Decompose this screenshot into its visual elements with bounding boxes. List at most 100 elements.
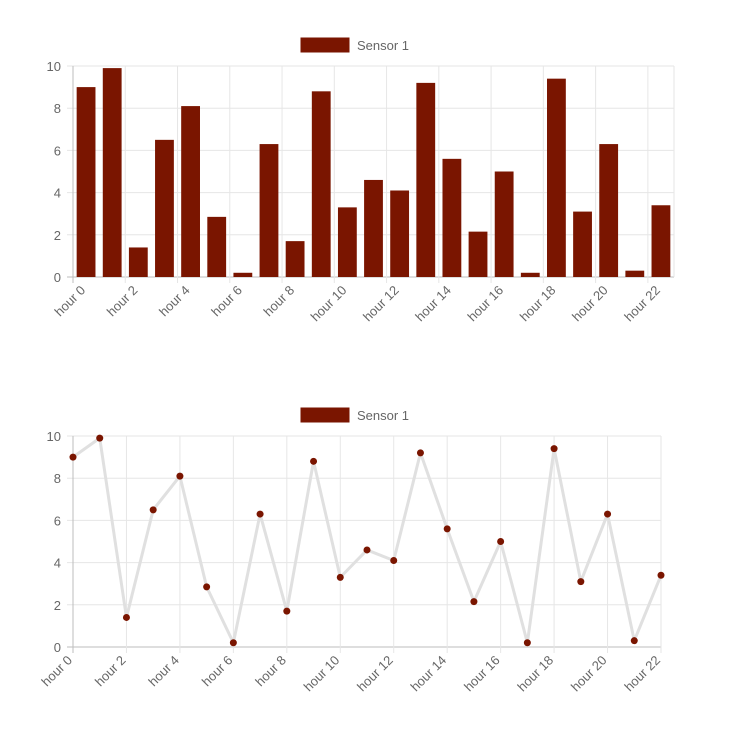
y-tick-label: 6	[54, 513, 61, 528]
data-point[interactable]	[203, 583, 211, 591]
data-point[interactable]	[390, 556, 398, 564]
x-axis-ticks: hour 0 hour 2 hour 4 hour 6 hour 8 hour 10 hou…	[38, 653, 663, 695]
data-point[interactable]	[310, 457, 318, 465]
x-axis-ticks: hour 0 hour 2 hour 4 hour 6 hour 8 hour 10 hou…	[52, 283, 664, 325]
data-point[interactable]	[443, 525, 451, 533]
series-line	[72, 436, 663, 645]
bar[interactable]	[207, 216, 227, 277]
data-point[interactable]	[604, 510, 612, 518]
data-point[interactable]	[256, 510, 264, 518]
data-point[interactable]	[122, 613, 130, 621]
x-tick-label: hour 8	[261, 283, 298, 320]
data-point[interactable]	[149, 506, 157, 514]
bar[interactable]	[259, 144, 279, 277]
legend[interactable]: Sensor 1	[300, 37, 409, 53]
x-tick-label: hour 14	[408, 653, 450, 695]
x-tick-label: hour 4	[145, 653, 182, 690]
data-point[interactable]	[657, 571, 665, 579]
y-tick-label: 2	[54, 598, 61, 613]
bar[interactable]	[494, 171, 514, 278]
x-tick-label: hour 2	[104, 283, 141, 320]
bar[interactable]	[573, 211, 592, 277]
data-point[interactable]	[630, 637, 638, 645]
y-axis-ticks: 0 2 4 6 8 10	[47, 429, 61, 655]
bar[interactable]	[442, 158, 462, 277]
y-tick-label: 8	[54, 101, 61, 116]
data-point[interactable]	[470, 598, 478, 606]
x-tick-label: hour 0	[52, 283, 89, 320]
y-tick-label: 0	[54, 640, 61, 655]
bar[interactable]	[416, 82, 436, 277]
bar[interactable]	[390, 190, 410, 277]
bar-chart: Sensor 1 0 2 4 6 8 10 hour 0 hour 2 hour 4 hour …	[47, 37, 675, 325]
grid	[67, 435, 662, 653]
y-tick-label: 2	[54, 228, 61, 243]
bar[interactable]	[102, 68, 122, 277]
y-tick-label: 4	[54, 556, 61, 571]
x-tick-label: hour 10	[308, 283, 350, 325]
bar[interactable]	[547, 78, 566, 277]
bar[interactable]	[337, 207, 357, 277]
x-tick-label: hour 8	[252, 653, 289, 690]
data-point[interactable]	[497, 538, 505, 545]
bar[interactable]	[128, 247, 148, 277]
y-tick-label: 0	[54, 270, 61, 285]
bar[interactable]	[285, 241, 305, 277]
bar[interactable]	[76, 87, 96, 277]
x-tick-label: hour 6	[208, 283, 245, 320]
data-point[interactable]	[550, 445, 558, 453]
data-point[interactable]	[336, 573, 344, 581]
y-tick-label: 10	[47, 429, 61, 444]
x-tick-label: hour 20	[569, 283, 611, 325]
x-tick-label: hour 22	[621, 653, 663, 695]
x-tick-label: hour 10	[301, 653, 343, 695]
legend-label: Sensor 1	[357, 38, 409, 53]
data-point[interactable]	[577, 578, 585, 586]
x-tick-label: hour 16	[464, 283, 506, 325]
x-tick-label: hour 4	[156, 283, 193, 320]
y-tick-label: 4	[54, 186, 61, 201]
x-tick-label: hour 22	[621, 283, 663, 325]
y-axis-ticks: 0 2 4 6 8 10	[47, 59, 61, 285]
x-tick-label: hour 18	[514, 653, 556, 695]
legend-swatch	[300, 37, 350, 53]
x-tick-label: hour 0	[38, 653, 75, 690]
legend[interactable]: Sensor 1	[300, 407, 409, 423]
data-point[interactable]	[416, 449, 424, 457]
data-point[interactable]	[176, 472, 184, 480]
bar[interactable]	[311, 91, 331, 277]
legend-label: Sensor 1	[357, 408, 409, 423]
bar[interactable]	[625, 270, 645, 277]
y-tick-label: 6	[54, 143, 61, 158]
x-tick-label: hour 14	[412, 283, 454, 325]
x-tick-label: hour 6	[199, 653, 236, 690]
data-point[interactable]	[283, 607, 291, 615]
grid	[67, 65, 675, 283]
bar-series	[76, 68, 671, 278]
x-tick-label: hour 20	[568, 653, 610, 695]
x-tick-label: hour 2	[92, 653, 129, 690]
y-tick-label: 8	[54, 471, 61, 486]
bar[interactable]	[520, 272, 540, 277]
x-tick-label: hour 18	[517, 283, 559, 325]
x-tick-label: hour 16	[461, 653, 503, 695]
data-point[interactable]	[69, 453, 77, 461]
bar[interactable]	[651, 205, 671, 277]
data-point[interactable]	[363, 546, 371, 554]
x-tick-label: hour 12	[354, 653, 396, 695]
legend-swatch	[300, 407, 350, 423]
bar[interactable]	[181, 106, 200, 277]
bar[interactable]	[364, 179, 383, 277]
bar[interactable]	[155, 139, 174, 277]
bar[interactable]	[599, 144, 619, 277]
bar[interactable]	[233, 272, 253, 277]
line-series	[69, 434, 665, 647]
bar[interactable]	[468, 231, 488, 277]
data-point[interactable]	[523, 639, 531, 647]
x-tick-label: hour 12	[360, 283, 402, 325]
data-point[interactable]	[96, 434, 104, 442]
data-point[interactable]	[229, 639, 237, 647]
